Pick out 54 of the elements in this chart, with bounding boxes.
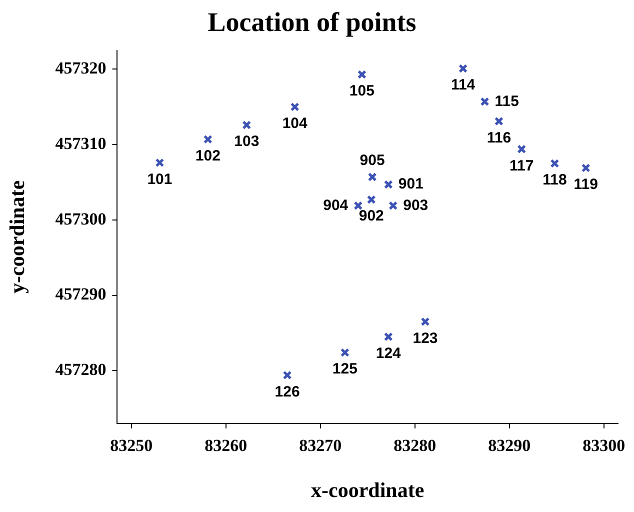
point bbox=[494, 116, 504, 126]
point bbox=[458, 64, 468, 73]
annotation: 114 bbox=[450, 76, 476, 94]
x-tick-label: 83260 bbox=[204, 436, 248, 455]
annotation: 903 bbox=[403, 196, 428, 214]
annotation: 126 bbox=[274, 383, 300, 400]
x-tick-label: 83250 bbox=[110, 436, 153, 455]
annotation: 901 bbox=[398, 176, 424, 193]
point bbox=[155, 158, 164, 168]
y-tick-label: 457290 bbox=[55, 284, 106, 304]
y-tick-label: 457300 bbox=[55, 209, 106, 228]
point bbox=[340, 348, 350, 358]
annotation: 102 bbox=[195, 147, 220, 164]
annotation: 904 bbox=[323, 196, 349, 214]
x-tick-label: 83270 bbox=[299, 436, 342, 455]
y-tick-label: 457310 bbox=[55, 134, 106, 153]
annotation: 117 bbox=[510, 157, 534, 174]
point bbox=[203, 134, 212, 144]
y-tick-label: 457280 bbox=[55, 360, 106, 380]
annotation: 119 bbox=[574, 176, 598, 194]
annotation: 105 bbox=[349, 82, 374, 100]
annotation: 116 bbox=[486, 129, 512, 146]
annotation: 123 bbox=[412, 330, 438, 347]
point bbox=[354, 201, 363, 210]
annotation: 905 bbox=[360, 152, 385, 170]
annotation: 103 bbox=[234, 133, 260, 150]
x-axis-title: x-coordinate bbox=[311, 478, 424, 502]
annotation: 902 bbox=[358, 208, 384, 225]
point bbox=[368, 172, 377, 182]
x-tick-label: 83290 bbox=[488, 436, 531, 455]
annotation: 115 bbox=[494, 92, 519, 110]
point bbox=[384, 332, 393, 342]
annotation: 118 bbox=[542, 172, 567, 189]
point bbox=[366, 195, 376, 204]
point bbox=[357, 70, 366, 79]
chart-title: Location of points bbox=[208, 7, 416, 38]
point bbox=[384, 180, 393, 190]
point bbox=[242, 120, 252, 130]
point bbox=[480, 97, 490, 106]
x-tick-label: 83300 bbox=[582, 436, 626, 455]
point bbox=[550, 158, 560, 168]
x-tick-label: 83280 bbox=[394, 436, 436, 455]
point bbox=[517, 144, 526, 154]
point bbox=[290, 102, 300, 112]
annotation: 124 bbox=[376, 344, 402, 362]
y-axis-title: y-coordinate bbox=[5, 180, 30, 294]
point bbox=[581, 163, 590, 172]
annotation: 104 bbox=[282, 115, 308, 132]
point bbox=[282, 370, 292, 380]
y-tick-label: 457320 bbox=[55, 58, 106, 78]
point bbox=[420, 317, 430, 326]
point bbox=[388, 201, 398, 210]
annotation: 125 bbox=[332, 360, 358, 378]
annotation: 101 bbox=[147, 170, 172, 188]
